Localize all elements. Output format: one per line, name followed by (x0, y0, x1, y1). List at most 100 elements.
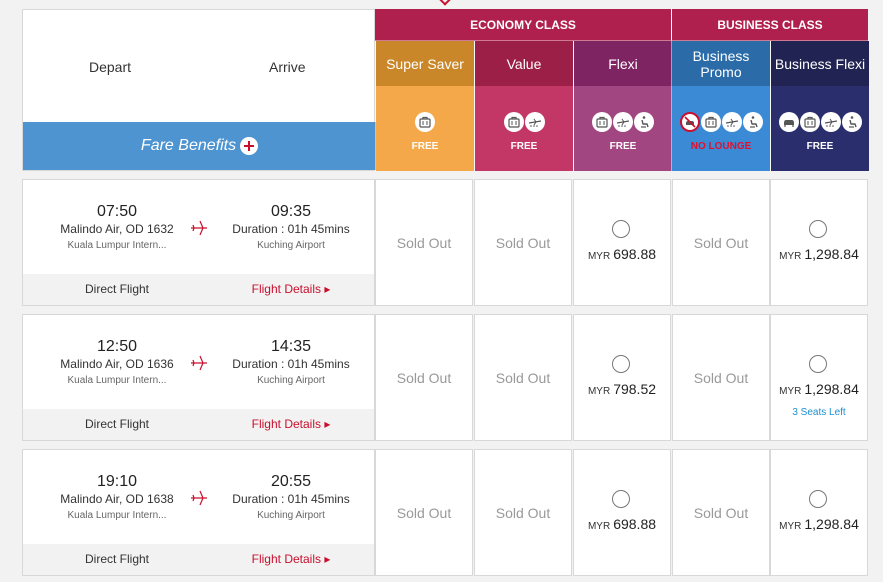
flight-info-footer: Direct Flight Flight Details ▸ (23, 409, 374, 440)
fare-benefits-toggle[interactable]: Fare Benefits (23, 122, 376, 170)
fare-select-radio[interactable] (809, 220, 827, 238)
flight-details-link[interactable]: Flight Details ▸ (251, 282, 331, 296)
sold-out-label: Sold Out (495, 505, 551, 521)
sold-out-label: Sold Out (693, 370, 749, 386)
fare-name: Flexi (574, 41, 672, 86)
fare-benefit-label: FREE (510, 141, 538, 152)
fare-icons (475, 112, 573, 132)
fare-column-business-flexi: Business Flexi FREE (770, 41, 869, 171)
currency-label: MYR (587, 386, 611, 397)
flight-row: 19:10 20:55 Malindo Air, OD 1638 Duratio… (22, 449, 868, 576)
depart-time: 12:50 (96, 338, 138, 355)
price-amount: 798.52 (613, 381, 657, 397)
flight-type: Direct Flight (84, 282, 149, 296)
flight-duration: Duration : 01h 45mins (232, 492, 350, 506)
fare-cell-sold-out: Sold Out (672, 179, 770, 306)
flight-info-footer: Direct Flight Flight Details ▸ (23, 544, 374, 575)
fare-benefit-label: FREE (609, 141, 637, 152)
no-lounge-icon (679, 112, 700, 132)
fare-benefit-label: NO LOUNGE (690, 141, 752, 152)
header-info-panel: Depart Arrive Fare Benefits (22, 9, 376, 171)
baggage-icon (503, 112, 524, 132)
fare-select-radio[interactable] (612, 490, 630, 508)
fare-cell-available[interactable]: MYR 798.52 (573, 314, 671, 441)
flight-details-link[interactable]: Flight Details ▸ (251, 417, 331, 431)
flight-number: Malindo Air, OD 1636 (60, 357, 174, 371)
fare-icons (574, 112, 672, 132)
depart-column-label: Depart (89, 59, 132, 75)
fare-name: Business Promo (672, 41, 770, 86)
flight-duration: Duration : 01h 45mins (232, 357, 350, 371)
flight-number: Malindo Air, OD 1632 (60, 222, 174, 236)
sold-out-label: Sold Out (495, 370, 551, 386)
fare-price: MYR 698.88 (574, 246, 670, 264)
currency-label: MYR (779, 386, 802, 397)
airplane-icon (191, 355, 207, 371)
destination-airport: Kuching Airport (257, 510, 325, 521)
fare-cell-sold-out: Sold Out (672, 449, 770, 576)
seat-icon (841, 112, 862, 132)
airplane-icon (191, 220, 207, 236)
origin-airport: Kuala Lumpur Intern... (67, 510, 167, 521)
fare-select-radio[interactable] (612, 355, 630, 373)
destination-airport: Kuching Airport (257, 240, 325, 251)
flight-details-link[interactable]: Flight Details ▸ (251, 552, 331, 566)
sold-out-label: Sold Out (396, 505, 452, 521)
fare-column-super-saver: Super Saver FREE (375, 41, 474, 171)
fare-cell-available[interactable]: MYR 1,298.84 3 Seats Left (770, 314, 868, 441)
flight-row: 12:50 14:35 Malindo Air, OD 1636 Duratio… (22, 314, 868, 441)
flight-info-panel: 19:10 20:55 Malindo Air, OD 1638 Duratio… (22, 449, 375, 576)
fare-benefit-label: FREE (806, 141, 834, 152)
plane-change-icon (524, 112, 545, 132)
fare-price: MYR 1,298.84 (771, 381, 867, 399)
fare-cell-available[interactable]: MYR 1,298.84 (770, 449, 868, 576)
destination-airport: Kuching Airport (257, 375, 325, 386)
sold-out-label: Sold Out (693, 235, 749, 251)
fare-cell-available[interactable]: MYR 698.88 (573, 179, 671, 306)
fare-cell-sold-out: Sold Out (375, 449, 473, 576)
baggage-icon (700, 112, 721, 132)
economy-class-header: ECONOMY CLASS (375, 9, 671, 41)
price-amount: 1,298.84 (804, 246, 859, 262)
fare-column-value: Value FREE (474, 41, 573, 171)
fare-benefit-label: FREE (411, 141, 439, 152)
fare-name: Business Flexi (771, 41, 869, 86)
baggage-icon (592, 112, 612, 132)
fare-cell-sold-out: Sold Out (375, 314, 473, 441)
sold-out-label: Sold Out (693, 505, 749, 521)
fare-icons (376, 112, 474, 132)
fare-benefits-label: Fare Benefits (140, 137, 237, 154)
seats-left-note: 3 Seats Left (792, 407, 846, 418)
fare-column-business-promo: Business Promo NO LOUNGE (671, 41, 770, 171)
currency-label: MYR (779, 521, 802, 532)
scroll-up-caret-icon (439, 0, 451, 6)
lounge-icon (778, 112, 799, 132)
arrive-time: 20:55 (270, 473, 312, 490)
price-amount: 1,298.84 (804, 516, 859, 532)
fare-select-radio[interactable] (809, 355, 827, 373)
sold-out-label: Sold Out (396, 370, 452, 386)
flight-number: Malindo Air, OD 1638 (60, 492, 174, 506)
flight-duration: Duration : 01h 45mins (232, 222, 350, 236)
origin-airport: Kuala Lumpur Intern... (67, 240, 167, 251)
currency-label: MYR (587, 521, 611, 532)
fare-price: MYR 798.52 (574, 381, 670, 399)
fare-icons (672, 112, 770, 132)
fare-cell-sold-out: Sold Out (474, 314, 572, 441)
depart-time: 07:50 (96, 203, 138, 220)
fare-select-radio[interactable] (612, 220, 630, 238)
flight-info-panel: 12:50 14:35 Malindo Air, OD 1636 Duratio… (22, 314, 375, 441)
fare-cell-available[interactable]: MYR 1,298.84 (770, 179, 868, 306)
flight-type: Direct Flight (84, 417, 149, 431)
currency-label: MYR (779, 251, 802, 262)
plane-change-icon (721, 112, 742, 132)
flight-row: 07:50 09:35 Malindo Air, OD 1632 Duratio… (22, 179, 868, 306)
fare-cell-sold-out: Sold Out (672, 314, 770, 441)
airplane-icon (191, 490, 207, 506)
fare-select-radio[interactable] (809, 490, 827, 508)
fare-cell-available[interactable]: MYR 698.88 (573, 449, 671, 576)
price-amount: 1,298.84 (804, 381, 859, 397)
sold-out-label: Sold Out (396, 235, 452, 251)
baggage-icon (415, 112, 435, 132)
fare-column-flexi: Flexi FREE (573, 41, 672, 171)
